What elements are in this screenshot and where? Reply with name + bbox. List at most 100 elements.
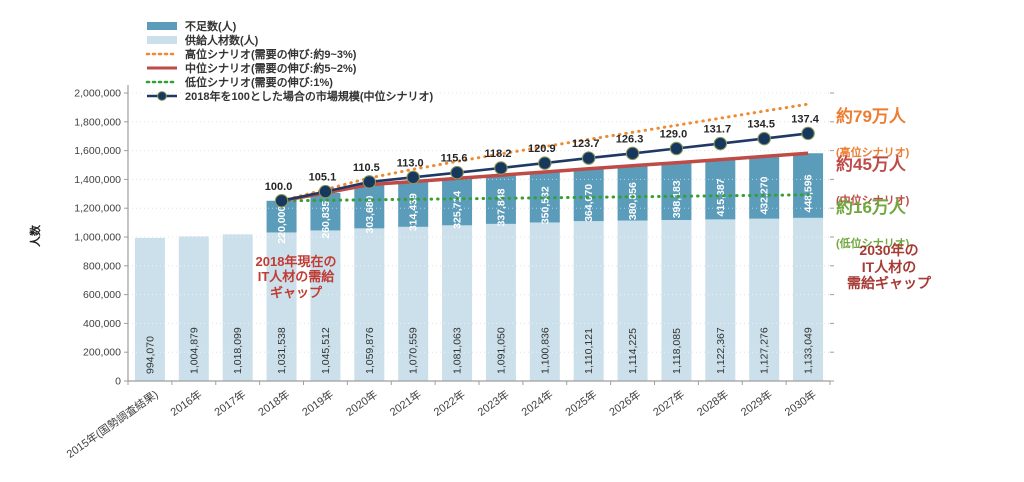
- x-category-label: 2021年: [387, 387, 424, 419]
- bar-supply: [354, 228, 385, 381]
- legend-swatch-dotted-icon: [145, 52, 179, 56]
- shortage-value-label: 314,439: [408, 193, 420, 231]
- index-marker: [494, 161, 508, 175]
- x-category-label: 2030年: [782, 387, 819, 419]
- index-value-label: 126.3: [616, 133, 644, 145]
- annotation-mid-sub: (中位シナリオ): [836, 194, 910, 207]
- supply-value-label: 1,122,367: [715, 327, 727, 374]
- y-tick-label: 1,000,000: [74, 232, 121, 244]
- annotation-low-sub: (低位シナリオ): [836, 237, 910, 250]
- supply-value-label: 1,110,121: [583, 328, 595, 374]
- supply-value-label: 1,004,879: [188, 327, 200, 374]
- chart-legend: 不足数(人) 供給人材数(人) 高位シナリオ(需要の伸び:約9~3%) 中位シナリオ(…: [145, 20, 434, 103]
- legend-item-3: 中位シナリオ(需要の伸び:約5~2%): [145, 62, 433, 75]
- index-marker: [581, 151, 596, 165]
- bar-supply: [661, 219, 692, 381]
- bar-supply: [442, 225, 473, 381]
- bar-shortage: [398, 181, 429, 227]
- index-marker: [318, 184, 333, 199]
- y-axis-title: 人数: [30, 225, 42, 247]
- shortage-value-label: 432,270: [759, 176, 771, 214]
- y-tick-label: 2,000,000: [74, 88, 121, 100]
- bar-supply: [617, 220, 648, 381]
- y-tick-label: 400,000: [83, 318, 121, 330]
- annotation-high-scenario: 約79万人 (高位シナリオ): [836, 88, 909, 179]
- index-value-label: 134.5: [747, 119, 775, 131]
- bar-supply: [793, 217, 824, 381]
- supply-value-label: 1,018,099: [232, 327, 244, 374]
- y-tick-label: 1,800,000: [74, 116, 121, 128]
- y-tick-label: 600,000: [83, 289, 121, 301]
- supply-value-label: 994,070: [144, 336, 156, 374]
- supply-value-label: 1,081,063: [452, 327, 464, 374]
- index-value-label: 110.5: [353, 162, 380, 174]
- y-tick-label: 1,200,000: [74, 203, 121, 215]
- annotation-low-scenario: 約16万人 (低位シナリオ): [836, 179, 909, 270]
- annotation-mid-scenario: 約45万人 (中位シナリオ): [836, 136, 909, 227]
- index-marker: [274, 194, 289, 208]
- shortage-value-label: 380,856: [627, 182, 639, 220]
- legend-item-4: 低位シナリオ(需要の伸び:1%): [145, 76, 433, 89]
- x-category-label: 2017年: [211, 387, 248, 419]
- index-marker: [362, 175, 377, 189]
- shortage-value-label: 350,532: [539, 186, 551, 224]
- index-marker: [757, 131, 771, 146]
- annotation-low-value: 約16万人: [836, 197, 906, 217]
- legend-item-2: 高位シナリオ(需要の伸び:約9~3%): [145, 48, 433, 61]
- bar-shortage: [573, 168, 604, 222]
- supply-value-label: 1,059,876: [364, 327, 376, 374]
- y-tick-label: 1,600,000: [74, 145, 121, 157]
- y-tick-label: 0: [115, 376, 121, 388]
- x-category-label: 2025年: [562, 387, 599, 419]
- index-value-label: 118.2: [484, 148, 511, 160]
- supply-value-label: 1,070,559: [408, 327, 420, 374]
- index-marker: [538, 156, 552, 170]
- bar-supply: [134, 237, 165, 381]
- annotation-2018-gap: 2018年現在の IT人材の需給 ギャップ: [255, 254, 337, 300]
- legend-label: 高位シナリオ(需要の伸び:約9~3%): [185, 49, 357, 61]
- bar-shortage: [793, 153, 824, 218]
- supply-value-label: 1,114,225: [627, 328, 639, 374]
- legend-swatch-dotted-icon: [145, 80, 179, 84]
- index-value-label: 115.6: [441, 153, 468, 165]
- annotation-2030-gap: 2030年の IT人材の 需給ギャップ: [847, 242, 931, 292]
- x-category-label: 2022年: [431, 387, 468, 419]
- index-value-label: 105.1: [309, 172, 337, 184]
- y-tick-label: 1,400,000: [74, 174, 121, 186]
- bar-shortage: [617, 165, 648, 221]
- y-tick-label: 200,000: [83, 347, 121, 359]
- shortage-value-label: 303,680: [364, 195, 376, 233]
- index-value-label: 120.9: [528, 143, 556, 155]
- legend-label: 中位シナリオ(需要の伸び:約5~2%): [185, 63, 357, 75]
- bar-supply: [398, 226, 429, 381]
- shortage-value-label: 220,000: [276, 205, 288, 243]
- x-category-label: 2019年: [299, 387, 336, 419]
- x-category-label: 2026年: [606, 387, 643, 419]
- annotation-high-value: 約79万人: [836, 106, 906, 126]
- x-category-label: 2029年: [738, 387, 775, 419]
- shortage-value-label: 325,714: [452, 191, 464, 229]
- shortage-value-label: 364,070: [583, 184, 595, 222]
- bar-supply: [485, 223, 516, 381]
- index-marker: [450, 165, 464, 180]
- bar-supply: [749, 218, 780, 381]
- supply-value-label: 1,091,050: [495, 327, 507, 374]
- index-value-label: 100.0: [265, 181, 293, 193]
- bar-supply: [178, 236, 209, 381]
- index-value-label: 137.4: [791, 113, 819, 125]
- index-marker: [713, 136, 728, 151]
- index-marker: [801, 126, 815, 141]
- shortage-value-label: 337,848: [495, 188, 507, 226]
- bar-shortage: [705, 159, 736, 220]
- bar-supply: [310, 230, 341, 381]
- index-marker: [669, 141, 684, 156]
- x-category-label: 2024年: [518, 387, 555, 419]
- bar-supply: [529, 222, 560, 381]
- x-category-label: 2016年: [167, 387, 204, 419]
- supply-value-label: 1,118,085: [671, 328, 683, 374]
- bar-supply: [573, 221, 604, 381]
- supply-value-label: 1,133,049: [803, 327, 815, 374]
- legend-label: 2018年を100とした場合の市場規模(中位シナリオ): [185, 91, 434, 103]
- index-value-label: 131.7: [704, 124, 732, 136]
